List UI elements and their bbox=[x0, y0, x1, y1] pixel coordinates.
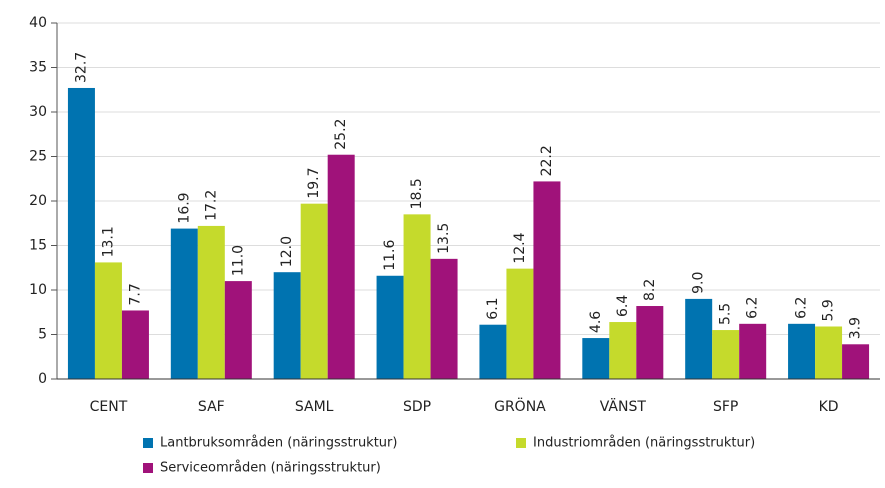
bar bbox=[685, 298, 713, 379]
value-label: 16.9 bbox=[176, 192, 192, 223]
value-label: 17.2 bbox=[203, 190, 219, 221]
value-label: 19.7 bbox=[306, 167, 322, 198]
legend-label: Lantbruksområden (näringsstruktur) bbox=[160, 436, 397, 451]
value-label: 13.5 bbox=[436, 223, 452, 254]
y-tick-label: 10 bbox=[29, 282, 47, 298]
bar bbox=[609, 322, 637, 379]
bar bbox=[403, 214, 431, 379]
bar bbox=[327, 154, 355, 379]
value-label: 11.0 bbox=[230, 245, 246, 276]
value-label: 6.2 bbox=[794, 297, 810, 319]
bar bbox=[121, 310, 149, 379]
bar bbox=[533, 181, 561, 379]
y-tick-label: 35 bbox=[29, 60, 47, 76]
legend-swatch bbox=[143, 438, 153, 448]
bar bbox=[300, 203, 328, 379]
value-label: 12.0 bbox=[279, 236, 295, 267]
bar bbox=[273, 272, 301, 379]
value-label: 6.1 bbox=[485, 297, 501, 319]
x-tick-label: SAML bbox=[295, 399, 334, 415]
bar bbox=[94, 262, 122, 379]
value-label: 32.7 bbox=[73, 52, 89, 83]
value-label: 22.2 bbox=[539, 145, 555, 176]
bar bbox=[788, 323, 816, 379]
bar bbox=[197, 225, 225, 379]
bar bbox=[67, 87, 95, 379]
bar bbox=[430, 258, 458, 379]
y-tick-label: 30 bbox=[29, 104, 47, 120]
value-label: 25.2 bbox=[333, 119, 349, 150]
x-tick-label: SAF bbox=[198, 399, 225, 415]
legend-label: Serviceområden (näringsstruktur) bbox=[160, 461, 381, 476]
y-tick-label: 25 bbox=[29, 149, 47, 165]
bar bbox=[376, 275, 404, 379]
y-tick-label: 0 bbox=[38, 371, 47, 387]
value-label: 18.5 bbox=[409, 178, 425, 209]
bar bbox=[224, 281, 252, 379]
x-tick-label: CENT bbox=[90, 399, 128, 415]
bar bbox=[739, 323, 767, 379]
y-tick-label: 40 bbox=[29, 15, 47, 31]
bar bbox=[842, 344, 870, 379]
x-tick-label: VÄNST bbox=[600, 397, 647, 415]
value-label: 3.9 bbox=[848, 317, 864, 339]
x-tick-label: GRÖNA bbox=[494, 397, 546, 415]
value-label: 12.4 bbox=[512, 232, 528, 263]
y-tick-label: 20 bbox=[29, 193, 47, 209]
bar bbox=[479, 324, 507, 379]
value-label: 7.7 bbox=[127, 283, 143, 305]
value-label: 13.1 bbox=[100, 226, 116, 257]
value-label: 6.2 bbox=[745, 297, 761, 319]
value-label: 8.2 bbox=[642, 279, 658, 301]
value-label: 6.4 bbox=[615, 295, 631, 317]
bar bbox=[170, 228, 198, 379]
legend-swatch bbox=[516, 438, 526, 448]
y-tick-label: 15 bbox=[29, 238, 47, 254]
bar bbox=[636, 306, 664, 379]
value-label: 11.6 bbox=[382, 239, 398, 270]
x-tick-label: SDP bbox=[403, 399, 431, 415]
value-label: 9.0 bbox=[691, 272, 707, 294]
legend-swatch bbox=[143, 463, 153, 473]
value-label: 5.9 bbox=[821, 299, 837, 321]
x-tick-label: KD bbox=[819, 399, 839, 415]
bar bbox=[582, 338, 610, 379]
bar bbox=[506, 268, 534, 379]
legend-label: Industriområden (näringsstruktur) bbox=[533, 436, 755, 451]
value-label: 5.5 bbox=[718, 303, 734, 325]
bar bbox=[712, 330, 740, 379]
bar bbox=[815, 326, 843, 379]
x-tick-label: SFP bbox=[713, 399, 738, 415]
value-label: 4.6 bbox=[588, 311, 604, 333]
y-tick-label: 5 bbox=[38, 327, 47, 343]
